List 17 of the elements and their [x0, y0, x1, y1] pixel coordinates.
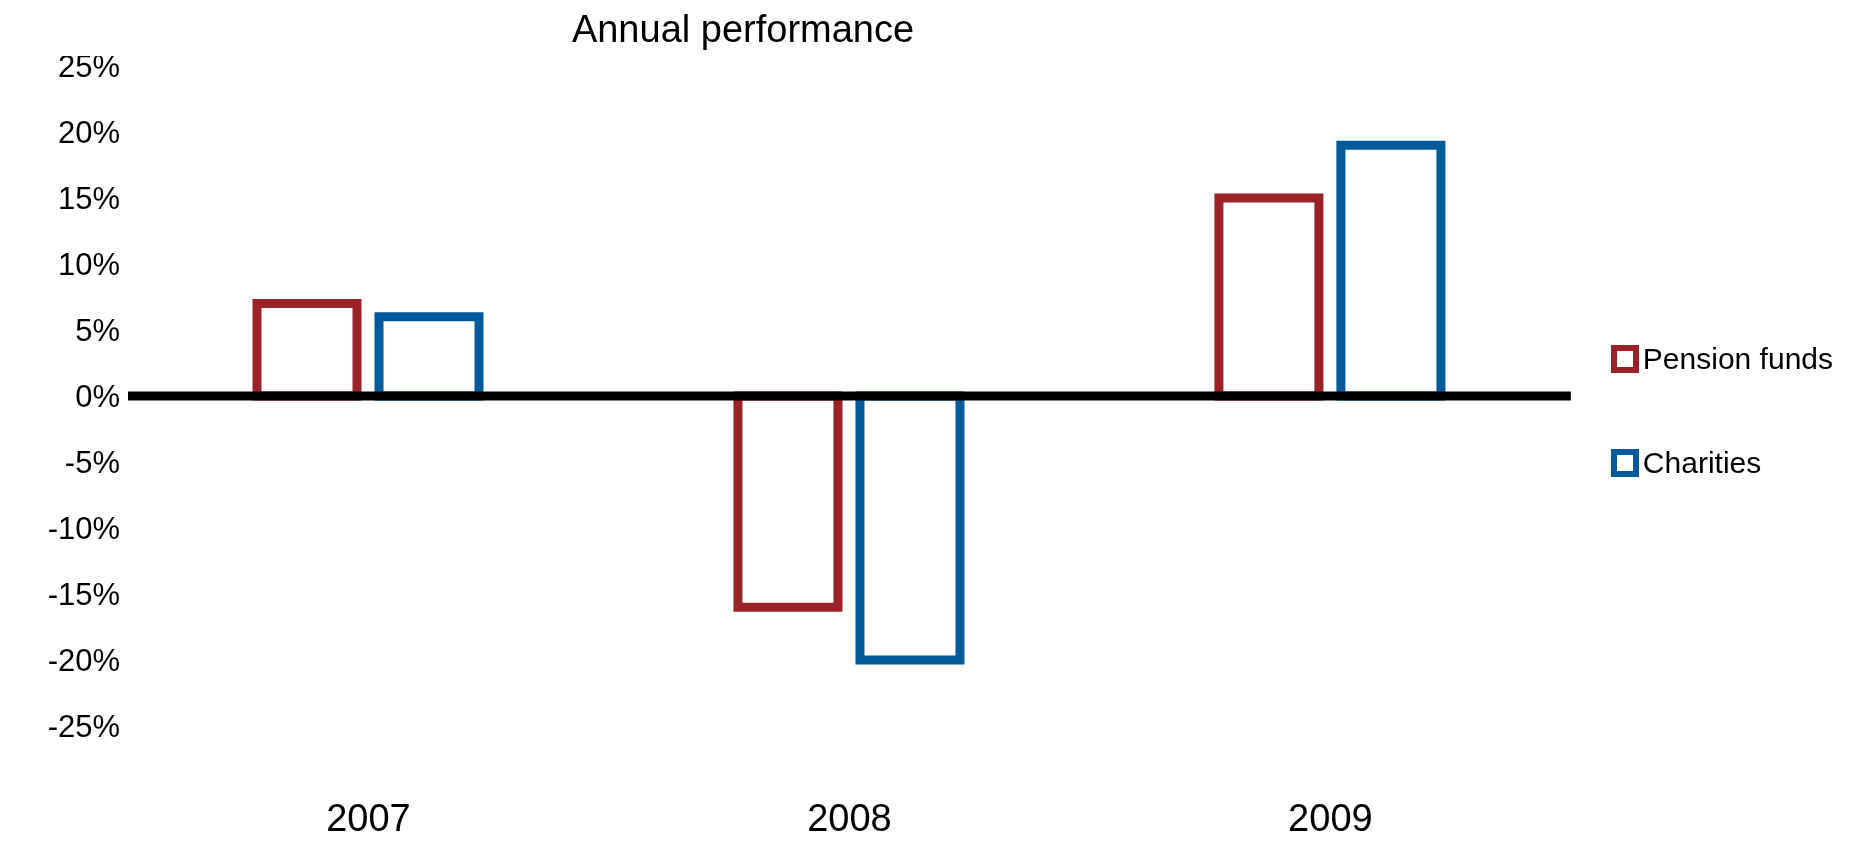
- y-tick-label: -25%: [47, 709, 120, 745]
- y-tick-label: -15%: [47, 577, 120, 613]
- y-tick-label: 20%: [57, 115, 120, 151]
- y-tick-label: 0%: [75, 379, 120, 415]
- legend-label: Pension funds: [1642, 342, 1833, 376]
- legend-label: Charities: [1642, 446, 1762, 480]
- y-tick-label: -20%: [47, 643, 120, 679]
- y-tick-label: 25%: [57, 49, 120, 85]
- y-tick-label: 15%: [57, 181, 120, 217]
- y-tick-label: -10%: [47, 511, 120, 547]
- y-tick-label: 5%: [75, 313, 120, 349]
- y-tick-label: -5%: [64, 445, 120, 481]
- x-tick-label: 2009: [1288, 796, 1373, 839]
- chart-title: Annual performance: [571, 8, 915, 50]
- x-tick-label: 2008: [807, 796, 892, 839]
- x-tick-label: 2007: [326, 796, 411, 839]
- y-tick-label: 10%: [57, 247, 120, 283]
